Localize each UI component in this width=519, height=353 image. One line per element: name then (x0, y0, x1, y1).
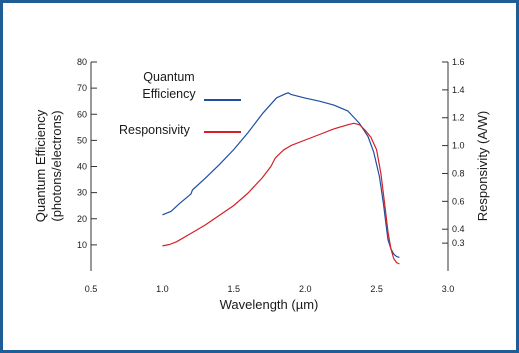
legend-label-responsivity: Responsivity (119, 123, 191, 137)
left-y-tick-label: 80 (77, 57, 87, 67)
left-y-tick-label: 30 (77, 188, 87, 198)
left-y-tick-label: 50 (77, 135, 87, 145)
legend: Quantum Efficiency Responsivity (119, 70, 241, 137)
legend-label-quantum-line2: Efficiency (142, 87, 196, 101)
right-y-tick-label: 1.6 (452, 57, 465, 67)
x-tick-label: 2.0 (299, 284, 312, 294)
right-y-tick-label: 0.3 (452, 238, 465, 248)
right-y-tick-label: 1.0 (452, 141, 465, 151)
x-tick-label: 3.0 (442, 284, 455, 294)
left-y-tick-label: 60 (77, 109, 87, 119)
left-y-tick-label: 10 (77, 240, 87, 250)
right-y-tick-label: 0.6 (452, 196, 465, 206)
series-line-responsivity (162, 122, 400, 265)
legend-label-quantum-line1: Quantum (143, 70, 194, 84)
left-y-axis-label-line2: (photons/electrons) (49, 110, 64, 221)
x-tick-label: 2.5 (370, 284, 383, 294)
x-axis-label: Wavelength (µm) (220, 297, 319, 312)
left-y-axis-label-line1: Quantum Efficiency (33, 109, 48, 222)
x-tick-label: 1.5 (228, 284, 241, 294)
right-y-tick-label: 0.4 (452, 224, 465, 234)
chart-svg: 0.5 1.0 1.5 2.0 2.5 3.0 10 20 30 40 50 60 70 80 0.3 0… (33, 57, 490, 312)
x-tick-label: 0.5 (85, 284, 98, 294)
left-y-tick-label: 70 (77, 83, 87, 93)
right-y-axis-label: Responsivity (A/W) (475, 111, 490, 222)
left-y-tick-label: 20 (77, 214, 87, 224)
right-y-tick-label: 1.2 (452, 113, 465, 123)
series-line-quantum-efficiency (162, 92, 400, 258)
left-y-tick-label: 40 (77, 162, 87, 172)
x-tick-label: 1.0 (156, 284, 169, 294)
right-y-tick-label: 1.4 (452, 85, 465, 95)
right-y-tick-label: 0.8 (452, 168, 465, 178)
